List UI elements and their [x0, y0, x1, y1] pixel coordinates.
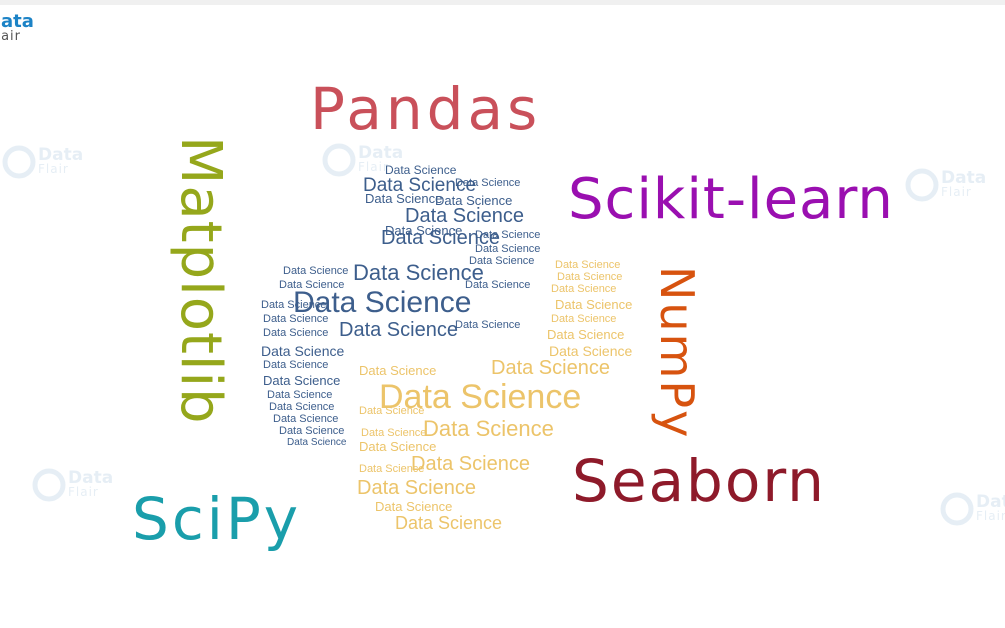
cloud-word: Data Science [261, 299, 327, 311]
cloud-word: Data Science [469, 255, 535, 267]
python-logo-icon: Data Science Data Science Data Science D… [255, 158, 645, 546]
watermark-line-2: Flair [38, 162, 69, 176]
cloud-word: Data Science [491, 357, 610, 379]
cloud-word: Data Science [263, 313, 329, 325]
watermark-line-2: Flair [976, 509, 1005, 523]
watermark-line-1: Data [976, 492, 1005, 512]
scikit-learn-label: Scikit-learn [568, 167, 894, 232]
matplotlib-label: Matplotlib [168, 136, 233, 425]
top-border [0, 0, 1005, 5]
watermark-line-1: Data [941, 168, 987, 188]
cloud-word: Data Science [475, 243, 541, 255]
cloud-word: Data Science [359, 463, 425, 475]
cloud-word: Data Science [547, 327, 625, 342]
cloud-word: Data Science [283, 265, 349, 277]
cloud-word: Data Science [375, 499, 453, 514]
cloud-word: Data Science [365, 191, 443, 206]
cloud-word: Data Science [551, 313, 617, 325]
brand-line-1: Data [0, 11, 34, 32]
cloud-word: Data Science [359, 405, 425, 417]
cloud-word: Data Science [263, 327, 329, 339]
cloud-word: Data Science [381, 227, 500, 249]
watermark-line-2: Flair [68, 485, 99, 499]
cloud-word: Data Science [379, 378, 582, 416]
cloud-word: Data Science [411, 453, 530, 475]
scipy-label: SciPy [132, 485, 302, 553]
cloud-word: Data Science [385, 163, 457, 177]
cloud-word: Data Science [293, 286, 472, 319]
brand-line-2: Flair [0, 29, 22, 44]
cloud-word: Data Science [555, 259, 621, 271]
numpy-label: NumPy [650, 266, 704, 440]
cloud-word: Data Science [261, 343, 345, 359]
pandas-label: Pandas [310, 75, 542, 143]
cloud-word: Data Science [551, 283, 617, 295]
cloud-word: Data Science [263, 373, 341, 388]
cloud-word: Data Science [353, 260, 484, 285]
cloud-word: Data Science [287, 437, 347, 448]
watermark-line-2: Flair [941, 185, 972, 199]
cloud-word: Data Science [269, 401, 335, 413]
cloud-word: Data Science [363, 175, 477, 196]
watermark-line-1: Data [68, 468, 114, 488]
dataflair-logo-icon: Data Flair [0, 11, 34, 45]
cloud-word: Data Science [475, 229, 541, 241]
cloud-word: Data Science [357, 477, 476, 499]
cloud-word: Data Science [555, 297, 633, 312]
dataflair-logo-icon [32, 468, 66, 502]
cloud-word: Data Science [361, 427, 427, 439]
cloud-word: Data Science [557, 271, 623, 283]
cloud-word: Data Science [279, 279, 345, 291]
seaborn-label: Seaborn [572, 447, 826, 515]
cloud-word: Data Science [423, 416, 554, 441]
cloud-word: Data Science [465, 279, 531, 291]
cloud-word: Data Science [263, 359, 329, 371]
cloud-word: Data Science [435, 193, 513, 208]
cloud-word: Data Science [405, 205, 524, 227]
cloud-word: Data Science [279, 425, 345, 437]
cloud-word: Data Science [455, 319, 521, 331]
watermark-line-1: Data [38, 145, 84, 165]
dataflair-logo-icon [905, 168, 939, 202]
cloud-word: Data Science [273, 413, 339, 425]
dataflair-logo-icon [940, 492, 974, 526]
cloud-word: Data Science [359, 363, 437, 378]
cloud-word: Data Science [395, 513, 503, 533]
cloud-word: Data Science [385, 223, 463, 238]
cloud-word: Data Science [267, 389, 333, 401]
cloud-word: Data Science [359, 439, 437, 454]
cloud-word: Data Science [339, 319, 458, 341]
dataflair-logo-icon [2, 145, 36, 179]
cloud-word: Data Science [549, 343, 633, 359]
cloud-word: Data Science [455, 177, 521, 189]
